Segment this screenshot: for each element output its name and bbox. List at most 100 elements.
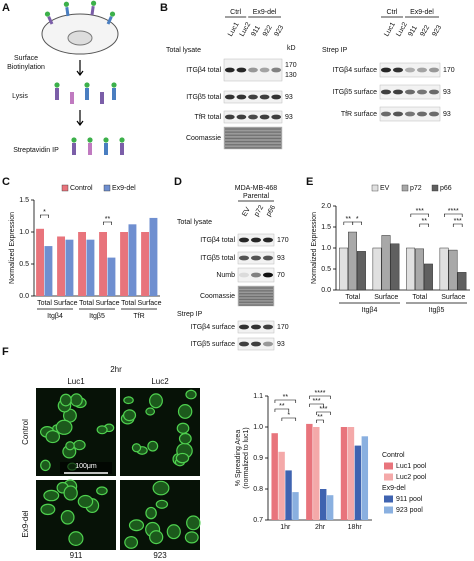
row-label: ITGβ4 surface: [333, 67, 378, 74]
bar: [306, 423, 313, 520]
band: [238, 237, 250, 243]
sig-label: **: [279, 403, 285, 410]
band: [238, 341, 250, 347]
row-label: ITGβ5 surface: [333, 89, 378, 96]
sig-label: **: [317, 414, 323, 421]
band: [238, 324, 250, 330]
sig-label: ***: [312, 398, 320, 405]
sig-bracket: [410, 213, 429, 217]
receptor: [90, 5, 95, 16]
cell: [128, 519, 145, 532]
receptor: [47, 15, 54, 25]
band: [236, 114, 247, 120]
row-label: Ex9-del: [21, 510, 30, 537]
row-label: Numb: [216, 272, 235, 279]
row-label: ITGβ5 total: [186, 94, 221, 101]
panel-label: C: [2, 176, 10, 188]
sig-label: ***: [416, 208, 424, 215]
legend-swatch: [103, 184, 111, 192]
biotin: [87, 137, 93, 143]
x-tick-label: 2hr: [315, 524, 326, 531]
mw-marker: 93: [443, 111, 451, 118]
bar: [78, 232, 86, 296]
cell: [70, 393, 83, 407]
y-tick-label: 1.1: [253, 393, 263, 400]
legend-label: EV: [380, 185, 390, 192]
band: [380, 67, 392, 73]
group-label: Ex9-del: [253, 9, 277, 16]
bar: [292, 492, 299, 520]
y-tick-label: 0.5: [19, 261, 29, 268]
y-axis-label: % Spreading Area: [235, 430, 242, 487]
mw-marker: 93: [277, 255, 285, 262]
bar: [348, 231, 357, 291]
cell: [96, 425, 108, 435]
x-tick-label: Total: [121, 300, 136, 307]
band: [416, 111, 428, 117]
panel-label: F: [2, 346, 9, 358]
sig-label: ***: [454, 218, 462, 225]
band: [392, 111, 404, 117]
legend-label: Control: [70, 185, 93, 192]
y-tick-label: 0.7: [253, 517, 263, 524]
cell: [176, 422, 190, 434]
arrow-head: [76, 70, 84, 76]
sig-label: *: [287, 412, 290, 419]
legend-label: Ex9-del: [112, 185, 136, 192]
band: [262, 255, 274, 261]
bar: [107, 257, 116, 296]
mw-marker: 93: [285, 94, 293, 101]
sig-bracket: [452, 223, 463, 227]
cell: [77, 494, 94, 509]
x-tick-label: 18hr: [348, 524, 363, 531]
band: [404, 89, 416, 95]
clone-label: 911: [70, 551, 83, 560]
sig-label: **: [421, 218, 427, 225]
y-axis-label: Normalized Expression: [311, 212, 318, 284]
cell: [63, 485, 78, 501]
bar: [347, 427, 355, 520]
bar: [57, 236, 65, 296]
cell: [152, 480, 170, 496]
band: [380, 89, 392, 95]
scale-bar-label: 100μm: [75, 463, 97, 470]
x-tick-label: 1hr: [280, 524, 291, 531]
group-label: Itgβ4: [47, 313, 63, 320]
y-tick-label: 0.0: [321, 287, 331, 294]
bar: [356, 251, 366, 291]
lane-label: 922: [262, 24, 274, 38]
row-label: ITGβ4 surface: [191, 324, 236, 331]
bar: [339, 247, 349, 291]
legend-swatch: [384, 506, 393, 514]
legend-swatch: [384, 473, 393, 481]
x-tick-label: Surface: [53, 300, 77, 307]
panel-label: B: [160, 2, 168, 14]
lane-label: Luc2: [395, 21, 409, 38]
step-label: Biotinylation: [7, 64, 45, 71]
band: [250, 324, 262, 330]
panel-label: A: [2, 2, 10, 14]
band: [248, 114, 258, 120]
band: [236, 67, 247, 73]
legend-swatch: [384, 495, 393, 503]
sig-label: *: [356, 216, 359, 223]
sig-bracket: [103, 221, 112, 225]
band: [250, 237, 262, 243]
biotin: [103, 137, 109, 143]
sig-label: ***: [319, 406, 327, 413]
lysate-protein: [55, 88, 59, 100]
group-label: Ex9-del: [410, 9, 434, 16]
biotin: [44, 11, 51, 17]
clone-label: 923: [153, 551, 167, 560]
cell: [149, 530, 164, 545]
lane-label: EV: [241, 206, 252, 218]
sig-bracket: [316, 419, 324, 423]
sig-bracket: [274, 408, 290, 412]
sig-label: **: [105, 216, 111, 223]
sig-label: **: [346, 216, 352, 223]
lane-label: 922: [419, 24, 431, 38]
band: [250, 255, 262, 261]
group-label: Itgβ4: [362, 307, 378, 314]
cell: [43, 489, 60, 502]
sig-bracket: [274, 399, 297, 403]
